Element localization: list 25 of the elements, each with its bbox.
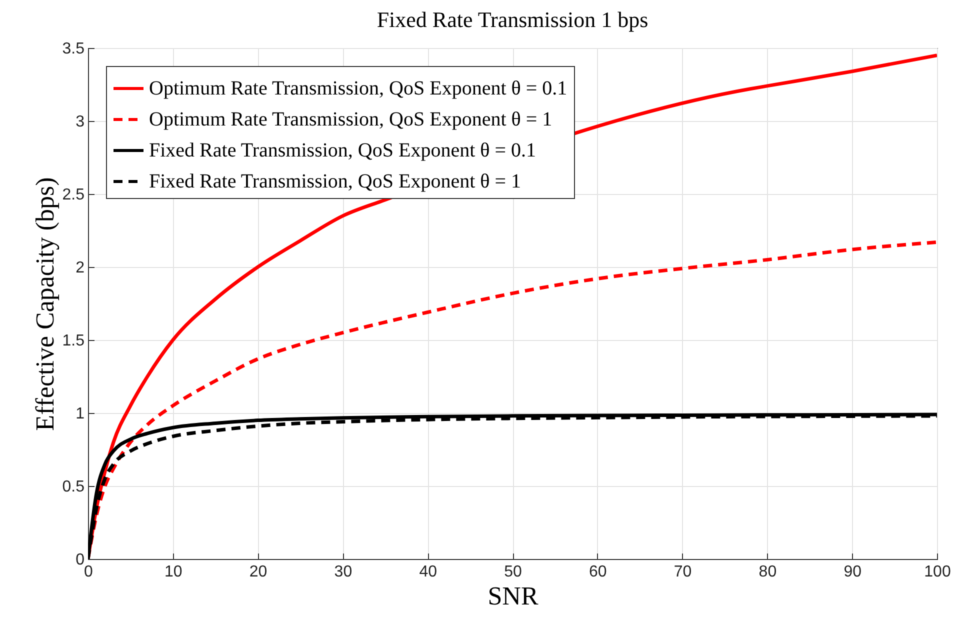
legend-label: Optimum Rate Transmission, QoS Exponent θ = 0.1 [149,78,568,100]
y-tick-label: 1.5 [62,332,85,350]
y-axis-title: Effective Capacity (bps) [30,177,60,431]
y-tick-label: 3.5 [62,40,85,58]
x-axis-title: SNR [488,582,539,610]
x-tick-label: 50 [504,564,522,580]
y-tick-label: 0.5 [62,478,85,496]
legend-label: Optimum Rate Transmission, QoS Exponent θ = 1 [149,108,552,130]
chart-title: Fixed Rate Transmission 1 bps [376,7,648,32]
x-tick-label: 70 [674,564,692,580]
x-tick-label: 100 [924,564,951,580]
legend-label: Fixed Rate Transmission, QoS Exponent θ = 0.1 [149,140,536,162]
y-tick-label: 2 [76,260,85,276]
y-tick-label: 2.5 [62,186,85,204]
x-tick-label: 30 [334,564,352,580]
y-tick-label: 3 [76,114,85,130]
legend-label: Fixed Rate Transmission, QoS Exponent θ = 1 [149,170,521,192]
x-tick-label: 80 [758,564,777,580]
x-tick-label: 10 [164,564,182,580]
x-tick-label: 90 [844,564,862,580]
y-tick-label: 1 [76,406,85,422]
x-tick-label: 60 [589,564,607,580]
x-tick-label: 40 [419,564,438,580]
y-tick-label: 0 [76,552,85,568]
x-tick-label: 20 [249,564,268,580]
